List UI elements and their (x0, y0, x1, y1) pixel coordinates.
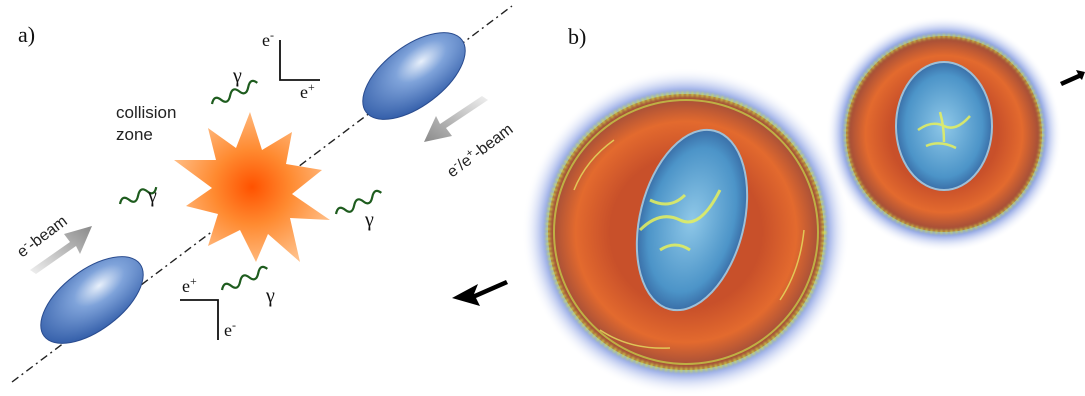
motion-arrow-large-bubble (452, 280, 508, 306)
axes-top-vertical-label: e- (262, 28, 274, 50)
polarization-axes-top (279, 40, 320, 81)
panel-b: b) (452, 16, 1085, 396)
photon-label-2: γ (147, 185, 157, 207)
photon-wave-2 (118, 186, 158, 205)
photon-label-1: γ (232, 65, 242, 87)
motion-arrow-small-bubble (1060, 70, 1085, 86)
bubble-small (826, 16, 1062, 252)
axes-bottom-horizontal-label: e- (224, 318, 236, 340)
photon-wave-4 (220, 265, 268, 291)
photon-wave-1 (210, 79, 258, 105)
collision-zone-label-line1: collision (116, 103, 176, 122)
polarization-axes-bottom (180, 299, 219, 340)
photon-label-3: γ (364, 209, 374, 231)
beam-direction-arrow-right (424, 96, 488, 142)
photon-label-4: γ (265, 285, 275, 307)
photon-wave-3 (334, 189, 382, 215)
panel-a: a) γ γ γ γ collision zone e--beam e-/e+-… (11, 5, 517, 383)
beam-direction-arrow-left (30, 226, 92, 274)
electron-bunch-right (362, 32, 466, 120)
electron-bunch-left (40, 256, 144, 344)
collision-zone-label-line2: zone (116, 125, 153, 144)
beam-label-right: e-/e+-beam (443, 119, 517, 181)
axes-bottom-vertical-label: e+ (182, 274, 197, 296)
axes-top-horizontal-label: e+ (300, 80, 315, 102)
panel-a-label: a) (18, 22, 35, 47)
bubble-large (522, 68, 850, 396)
collision-explosion (174, 112, 330, 262)
panel-b-label: b) (568, 24, 586, 49)
